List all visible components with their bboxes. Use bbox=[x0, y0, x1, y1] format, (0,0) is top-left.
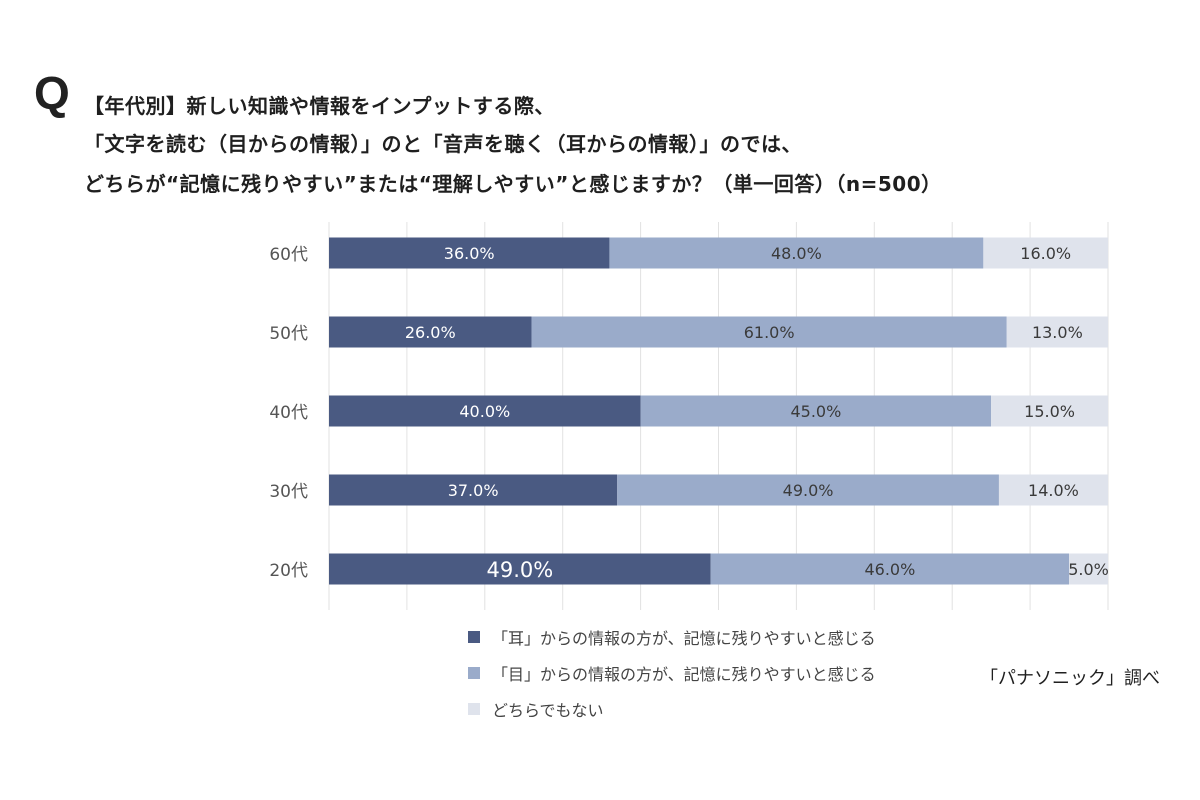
data-label: 13.0% bbox=[1032, 323, 1083, 342]
category-label: 50代 bbox=[269, 324, 308, 344]
legend-swatch-ear bbox=[468, 631, 480, 643]
bar-segment bbox=[640, 395, 992, 427]
bar-segment bbox=[617, 474, 999, 506]
category-label: 40代 bbox=[269, 403, 308, 423]
category-label: 60代 bbox=[269, 245, 308, 265]
question-line-3: どちらが“記憶に残りやすい”または“理解しやすい”と感じますか？（単一回答）（n… bbox=[84, 172, 942, 196]
data-label: 48.0% bbox=[771, 244, 822, 263]
data-label: 26.0% bbox=[405, 323, 456, 342]
data-label: 46.0% bbox=[864, 560, 915, 579]
legend-item-ear: 「耳」からの情報の方が、記憶に残りやすいと感じる bbox=[468, 619, 876, 655]
bar-segment bbox=[329, 474, 618, 506]
legend-label-neither: どちらでもない bbox=[492, 701, 604, 720]
data-label: 36.0% bbox=[444, 244, 495, 263]
bar-segment bbox=[710, 553, 1070, 585]
data-label: 61.0% bbox=[744, 323, 795, 342]
bar-segment bbox=[983, 237, 1108, 269]
question-line-1: 【年代別】新しい知識や情報をインプットする際、 bbox=[84, 94, 555, 118]
data-label: 45.0% bbox=[790, 402, 841, 421]
data-label: 40.0% bbox=[459, 402, 510, 421]
data-label: 15.0% bbox=[1024, 402, 1075, 421]
data-label: 16.0% bbox=[1020, 244, 1071, 263]
legend-swatch-neither bbox=[468, 703, 480, 715]
bar-segment bbox=[329, 237, 610, 269]
legend-label-ear: 「耳」からの情報の方が、記憶に残りやすいと感じる bbox=[492, 629, 876, 648]
bar-segment bbox=[329, 316, 532, 348]
data-label: 14.0% bbox=[1028, 481, 1079, 500]
bar-segment bbox=[609, 237, 984, 269]
question-line-2: 「文字を読む（目からの情報）」のと「音声を聴く（耳からの情報）」のでは、 bbox=[84, 132, 802, 156]
category-label: 20代 bbox=[269, 561, 308, 581]
legend-swatch-eye bbox=[468, 667, 480, 679]
bar-segment bbox=[998, 474, 1108, 506]
bar-segment bbox=[1069, 553, 1108, 585]
data-label: 37.0% bbox=[448, 481, 499, 500]
chart-legend: 「耳」からの情報の方が、記憶に残りやすいと感じる 「目」からの情報の方が、記憶に… bbox=[468, 619, 876, 727]
source-note: 「パナソニック」調べ bbox=[980, 668, 1160, 689]
category-label: 30代 bbox=[269, 482, 308, 502]
legend-item-eye: 「目」からの情報の方が、記憶に残りやすいと感じる bbox=[468, 655, 876, 691]
bar-segment bbox=[531, 316, 1007, 348]
legend-item-neither: どちらでもない bbox=[468, 691, 876, 727]
bar-segment bbox=[329, 553, 711, 585]
legend-label-eye: 「目」からの情報の方が、記憶に残りやすいと感じる bbox=[492, 665, 876, 684]
bar-segment bbox=[329, 395, 641, 427]
data-label: 49.0% bbox=[486, 558, 553, 582]
data-label: 49.0% bbox=[783, 481, 834, 500]
bar-segment bbox=[1006, 316, 1108, 348]
data-label: 5.0% bbox=[1068, 560, 1109, 579]
question-mark: Q bbox=[34, 67, 70, 119]
bar-segment bbox=[991, 395, 1108, 427]
